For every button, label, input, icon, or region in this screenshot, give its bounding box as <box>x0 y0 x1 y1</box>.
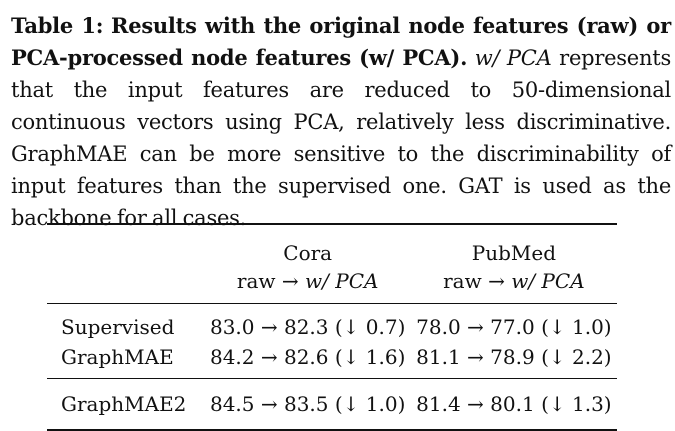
caption-rest-text: represents that the input features are r… <box>11 46 671 230</box>
row-pubmed-value: 78.0 → 77.0 (↓ 1.0) <box>416 315 612 339</box>
header-sub-pubmed-raw: raw <box>443 269 482 293</box>
header-sub-cora-raw: raw <box>236 269 276 293</box>
table-header-sub: raw → w/ PCA raw → w/ PCA <box>47 265 617 304</box>
row-method: GraphMAE2 <box>61 392 187 416</box>
table-row: Supervised 83.0 → 82.3 (↓ 0.7) 78.0 → 77… <box>47 303 617 343</box>
table-header-datasets: Cora PubMed <box>47 224 617 265</box>
row-pubmed-value: 81.1 → 78.9 (↓ 2.2) <box>416 345 612 369</box>
row-method: GraphMAE <box>61 345 174 369</box>
row-method: Supervised <box>61 315 175 339</box>
caption-label: Table 1: <box>11 13 104 38</box>
header-sub-pubmed-arrow: → <box>488 269 505 293</box>
header-sub-empty-cell <box>47 265 205 304</box>
header-dataset-pubmed: PubMed <box>471 241 557 265</box>
header-sub-cora: raw → w/ PCA <box>205 265 411 304</box>
header-sub-cora-pca: w/ PCA <box>305 269 379 293</box>
row-cora-value: 83.0 → 82.3 (↓ 0.7) <box>209 315 406 339</box>
results-table: Cora PubMed raw → w/ PCA raw → w/ PCA Su… <box>47 223 617 431</box>
header-dataset-cora: Cora <box>283 241 333 265</box>
row-cora-value: 84.5 → 83.5 (↓ 1.0) <box>209 392 406 416</box>
table-caption: Table 1: Results with the original node … <box>11 10 671 234</box>
row-pubmed-value: 81.4 → 80.1 (↓ 1.3) <box>416 392 612 416</box>
caption-bold-text: Results with the original node features … <box>11 13 671 70</box>
table-row: GraphMAE 84.2 → 82.6 (↓ 1.6) 81.1 → 78.9… <box>47 342 617 379</box>
header-empty-cell <box>47 224 205 265</box>
header-sub-pubmed-pca: w/ PCA <box>511 269 585 293</box>
row-cora-value: 84.2 → 82.6 (↓ 1.6) <box>209 345 406 369</box>
header-sub-cora-arrow: → <box>281 269 299 293</box>
header-sub-pubmed: raw → w/ PCA <box>411 265 617 304</box>
table-row: GraphMAE2 84.5 → 83.5 (↓ 1.0) 81.4 → 80.… <box>47 378 617 430</box>
caption-em-text: w/ PCA <box>474 46 552 70</box>
